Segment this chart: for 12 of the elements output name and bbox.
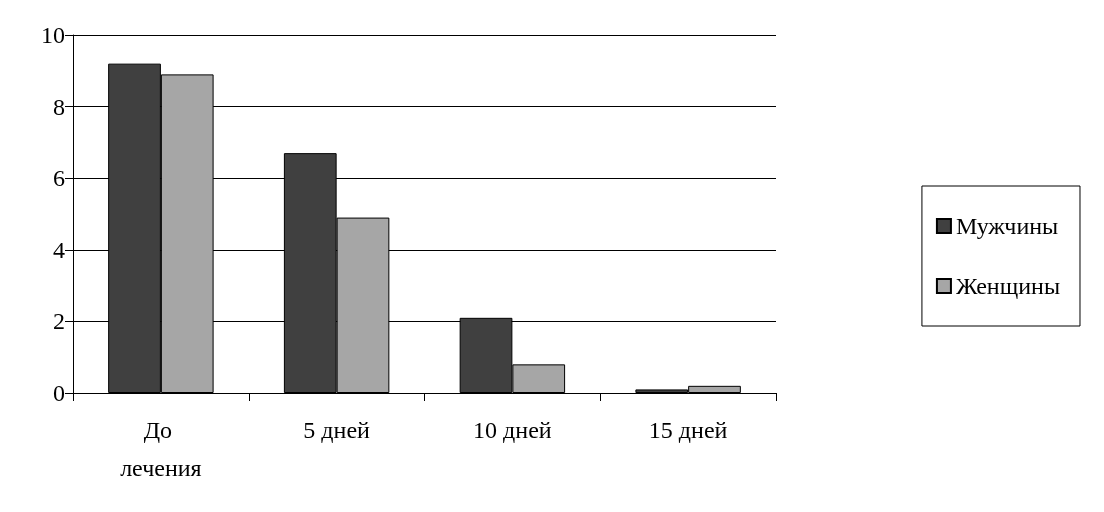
y-tick-label: 6 [53, 165, 65, 192]
legend-label: Женщины [955, 273, 1060, 299]
y-tick-label: 4 [53, 236, 65, 263]
y-tick-label: 8 [53, 93, 65, 120]
x-tick-label: 5 дней [303, 417, 371, 443]
legend-label: Мужчины [955, 213, 1059, 239]
x-tick-label: До лечения [120, 417, 202, 481]
x-tick-label: 10 дней [473, 417, 552, 443]
x-tick-label: 15 дней [648, 417, 728, 443]
y-tick-label: 0 [53, 380, 65, 406]
y-tick-label: 2 [53, 308, 65, 335]
y-tick-label: 10 [41, 22, 65, 48]
